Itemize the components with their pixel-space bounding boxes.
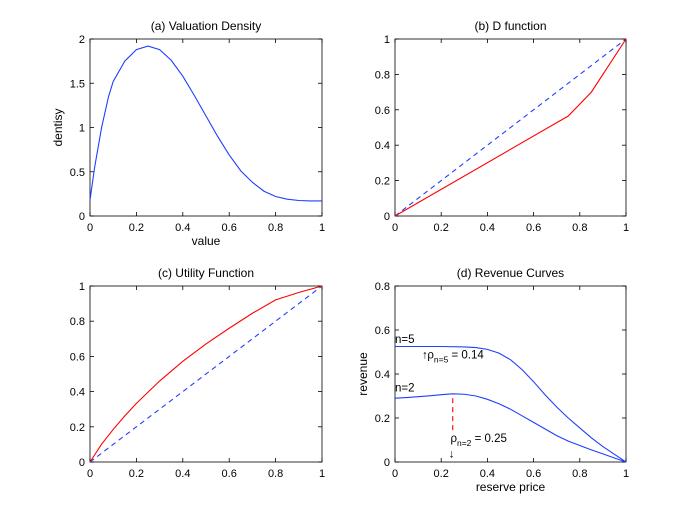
series-line-d bbox=[394, 38, 627, 217]
chart-b: 0 0.2 0.4 0.6 0.8 1 0 0.2 0.4 0.6 0.8 1 (b) D functi… bbox=[375, 19, 629, 234]
x-tick-label: 0.2 bbox=[434, 468, 449, 480]
x-tick-label: 1 bbox=[623, 222, 629, 234]
y-tick-label: 0.6 bbox=[375, 325, 390, 337]
annotation-value: = 0.25 bbox=[471, 433, 507, 445]
x-tick-label: 0.4 bbox=[480, 222, 495, 234]
annotation-main: ρ bbox=[450, 433, 457, 445]
x-tick-label: 0.8 bbox=[268, 468, 283, 480]
y-tick-label: 2 bbox=[79, 34, 85, 46]
annotation-n2: n=2 bbox=[395, 383, 415, 395]
y-axis-label: dentisy bbox=[51, 108, 65, 146]
x-tick-label: 0.8 bbox=[572, 468, 587, 480]
x-tick-label: 0.6 bbox=[222, 222, 237, 234]
chart-title: (d) Revenue Curves bbox=[457, 266, 564, 280]
y-tick-label: 0.6 bbox=[70, 351, 85, 363]
annotation-rho5: ρn=5 = 0.14 bbox=[427, 350, 484, 365]
y-tick-label: 0 bbox=[384, 211, 390, 223]
annotation-value: = 0.14 bbox=[448, 350, 484, 362]
axes-frame bbox=[89, 38, 323, 217]
x-tick-label: 0.6 bbox=[526, 468, 541, 480]
y-tick-label: 0.4 bbox=[70, 387, 85, 399]
y-tick-label: 0.8 bbox=[375, 281, 390, 293]
axes-frame bbox=[394, 38, 627, 217]
axes-frame bbox=[394, 285, 627, 463]
y-tick-label: 0.2 bbox=[70, 422, 85, 434]
x-tick-label: 0 bbox=[392, 468, 398, 480]
y-tick-label: 1 bbox=[79, 281, 85, 293]
series-line-identity bbox=[394, 38, 627, 217]
x-tick-label: 0 bbox=[392, 222, 398, 234]
series-line-n-2 bbox=[394, 393, 627, 463]
x-tick-label: 0.6 bbox=[222, 468, 237, 480]
x-tick-label: 0.4 bbox=[480, 468, 495, 480]
annotation-main: n=2 bbox=[395, 383, 415, 395]
y-tick-label: 0.2 bbox=[375, 413, 390, 425]
y-tick-label: 0.8 bbox=[70, 316, 85, 328]
x-tick-label: 1 bbox=[623, 468, 629, 480]
series-line-identity bbox=[89, 285, 323, 463]
x-tick-label: 0 bbox=[87, 222, 93, 234]
y-tick-label: 0.4 bbox=[375, 140, 390, 152]
y-tick-label: 0.8 bbox=[375, 69, 390, 81]
x-tick-label: 0.6 bbox=[526, 222, 541, 234]
series-line-n-5 bbox=[395, 345, 627, 463]
chart-title: (c) Utility Function bbox=[158, 266, 254, 280]
y-tick-label: 0 bbox=[79, 211, 85, 223]
x-tick-label: 0.8 bbox=[268, 222, 283, 234]
annotation-subscript: n=5 bbox=[434, 355, 449, 365]
x-tick-label: 1 bbox=[319, 468, 325, 480]
y-tick-label: 0.2 bbox=[375, 176, 390, 188]
annotation-main: n=5 bbox=[395, 334, 415, 346]
y-tick-label: 1.5 bbox=[70, 78, 85, 90]
chart-c: 0 0.2 0.4 0.6 0.8 1 0 0.2 0.4 0.6 0.8 1 (c) Utility … bbox=[70, 266, 325, 480]
x-tick-label: 1 bbox=[319, 222, 325, 234]
annotation-subscript: n=2 bbox=[457, 438, 472, 448]
chart-title: (b) D function bbox=[474, 19, 546, 33]
chart-a: 0 0.2 0.4 0.6 0.8 1 0 0.5 1 1.5 2 (a) Valuation Den… bbox=[51, 19, 325, 248]
x-tick-label: 0.2 bbox=[434, 222, 449, 234]
y-tick-label: 1 bbox=[384, 34, 390, 46]
x-tick-label: 0.4 bbox=[175, 468, 190, 480]
y-tick-label: 0 bbox=[79, 457, 85, 469]
x-tick-label: 0.4 bbox=[175, 222, 190, 234]
x-tick-label: 0 bbox=[87, 468, 93, 480]
chart-d: 0 0.2 0.4 0.6 0.8 1 0 0.2 0.4 0.6 0.8 (d) Revenue C… bbox=[356, 266, 629, 494]
y-axis-label: revenue bbox=[356, 352, 370, 396]
annotation-rho2: ρn=2 = 0.25 bbox=[450, 433, 506, 448]
y-tick-label: 0 bbox=[384, 457, 390, 469]
x-axis-label: value bbox=[192, 234, 221, 248]
series-line-utility bbox=[89, 285, 323, 463]
y-tick-label: 0.4 bbox=[375, 369, 390, 381]
chart-title: (a) Valuation Density bbox=[151, 19, 262, 33]
annotation-main: ρ bbox=[427, 350, 434, 362]
series-line-density bbox=[89, 45, 322, 202]
annotation-n5: n=5 bbox=[395, 334, 415, 346]
x-tick-label: 0.2 bbox=[129, 468, 144, 480]
x-tick-label: 0.8 bbox=[572, 222, 587, 234]
annotation-arrow2-icon: ↓ bbox=[449, 449, 455, 461]
x-axis-label: reserve price bbox=[476, 480, 546, 494]
y-tick-label: 1 bbox=[79, 123, 85, 135]
y-tick-label: 0.6 bbox=[375, 105, 390, 117]
x-tick-label: 0.2 bbox=[129, 222, 144, 234]
axes-frame bbox=[89, 285, 323, 463]
y-tick-label: 0.5 bbox=[70, 167, 85, 179]
annotation-arrow5-icon: ↑ bbox=[422, 350, 428, 362]
